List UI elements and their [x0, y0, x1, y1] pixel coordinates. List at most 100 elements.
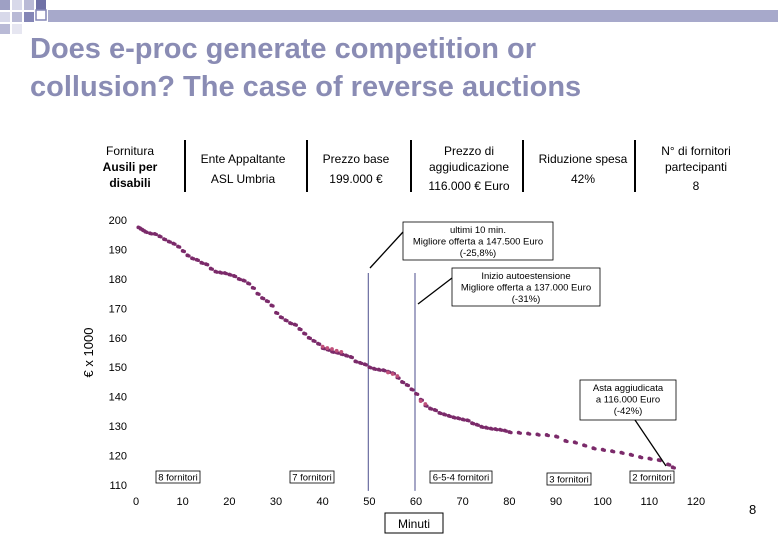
data-points	[136, 225, 676, 470]
bid-point	[243, 279, 247, 283]
bid-point	[350, 355, 354, 360]
annotation-last-minutes-box	[402, 221, 554, 261]
bid-point	[219, 271, 224, 275]
supplier-count-label: 7 fornitori	[292, 473, 332, 484]
info-prezzo-base-value: 199.000 €	[329, 172, 383, 186]
bid-point	[639, 455, 644, 460]
y-tick-label: 190	[109, 244, 127, 256]
bid-point	[574, 441, 578, 445]
bid-point	[173, 242, 177, 246]
supplier-count-label: 6-5-4 fornitori	[433, 473, 490, 484]
bid-point	[415, 392, 420, 397]
bid-point	[509, 430, 513, 435]
bid-point	[238, 277, 242, 282]
y-tick-label: 180	[109, 274, 127, 286]
bid-point	[593, 447, 597, 451]
bid-point	[334, 348, 339, 353]
title-line-1: Does e-proc generate competition or	[30, 33, 536, 65]
bid-point	[341, 352, 345, 357]
bid-point	[364, 363, 368, 367]
bid-point	[320, 344, 325, 349]
bid-point	[546, 433, 550, 438]
bid-point	[205, 263, 210, 267]
info-aggiudicazione-label-1: Prezzo di	[443, 144, 495, 158]
supplier-count-box	[155, 470, 201, 484]
x-tick-label: 110	[641, 496, 659, 508]
separator	[306, 140, 308, 192]
y-tick-label: 160	[109, 333, 127, 345]
bid-point	[383, 369, 387, 373]
info-ente: Ente Appaltante ASL Umbria	[190, 151, 296, 187]
supplier-count-box	[429, 470, 493, 484]
info-fornitura-value-1: Ausili per	[102, 160, 158, 174]
bid-point	[499, 428, 504, 432]
annotation-last-minutes-text: (-25,8%)	[460, 248, 496, 259]
bid-point	[201, 261, 205, 265]
bid-point	[303, 332, 308, 336]
annotation-pointer	[417, 277, 453, 305]
slide-title: Does e-proc generate competition or coll…	[30, 30, 730, 106]
bid-point	[453, 416, 457, 420]
info-fornitura: Fornitura Ausili per disabili	[90, 143, 170, 191]
info-fornitori-label-2: partecipanti	[664, 160, 728, 174]
y-tick-label: 110	[109, 480, 127, 492]
bid-point	[331, 350, 336, 354]
bid-point	[177, 245, 182, 249]
bid-point	[182, 249, 186, 254]
bid-point	[527, 432, 532, 436]
info-aggiudicazione-label-2: aggiudicazione	[428, 160, 510, 174]
bid-point	[602, 448, 606, 452]
bid-point	[294, 323, 298, 327]
bid-point	[443, 413, 448, 417]
bid-point	[504, 429, 508, 433]
bid-point	[159, 235, 163, 239]
supplier-count-box	[629, 470, 675, 484]
y-axis-label: € x 1000	[81, 328, 96, 378]
separator	[184, 140, 186, 192]
y-tick-label: 140	[109, 392, 127, 404]
x-axis-label-box	[384, 512, 444, 534]
bid-point	[395, 374, 400, 378]
annotation-auto-extension-box	[451, 267, 601, 307]
annotation-awarded-box	[579, 379, 677, 421]
bid-point	[490, 427, 494, 431]
bid-point	[555, 435, 560, 439]
bid-point	[495, 427, 499, 432]
annotation-pointer	[369, 231, 404, 269]
bid-point	[672, 466, 676, 470]
bid-point	[621, 451, 625, 455]
bid-point	[257, 292, 261, 296]
bid-point	[630, 453, 634, 457]
y-tick-label: 120	[109, 451, 127, 463]
bid-point	[537, 433, 541, 437]
separator	[410, 140, 412, 192]
bid-point	[275, 311, 280, 316]
bid-point	[467, 419, 471, 423]
info-prezzo-base-label: Prezzo base	[322, 152, 390, 166]
info-fornitori-value: 8	[692, 179, 700, 193]
info-ente-label: Ente Appaltante	[200, 152, 286, 166]
bid-point	[299, 327, 303, 332]
annotation-awarded-text: Asta aggiudicata	[593, 383, 664, 394]
bid-point	[448, 414, 452, 419]
bid-point	[418, 399, 423, 403]
bid-point	[224, 271, 228, 276]
supplier-count-box	[546, 472, 592, 486]
bid-point	[471, 422, 476, 426]
bid-point	[457, 417, 462, 421]
bid-point	[191, 257, 196, 261]
bid-point	[429, 407, 434, 411]
bid-point	[476, 423, 480, 427]
bid-point	[252, 286, 256, 291]
info-ente-value: ASL Umbria	[210, 172, 276, 186]
bid-point	[308, 336, 312, 341]
bid-point	[401, 380, 406, 385]
bid-point	[229, 273, 233, 277]
bid-point	[145, 230, 149, 235]
supplier-count-label: 3 fornitori	[549, 475, 589, 486]
info-prezzo-base: Prezzo base 199.000 €	[314, 151, 398, 187]
bid-point	[345, 354, 350, 358]
info-fornitura-value-2: disabili	[109, 176, 151, 190]
separator	[634, 140, 636, 192]
